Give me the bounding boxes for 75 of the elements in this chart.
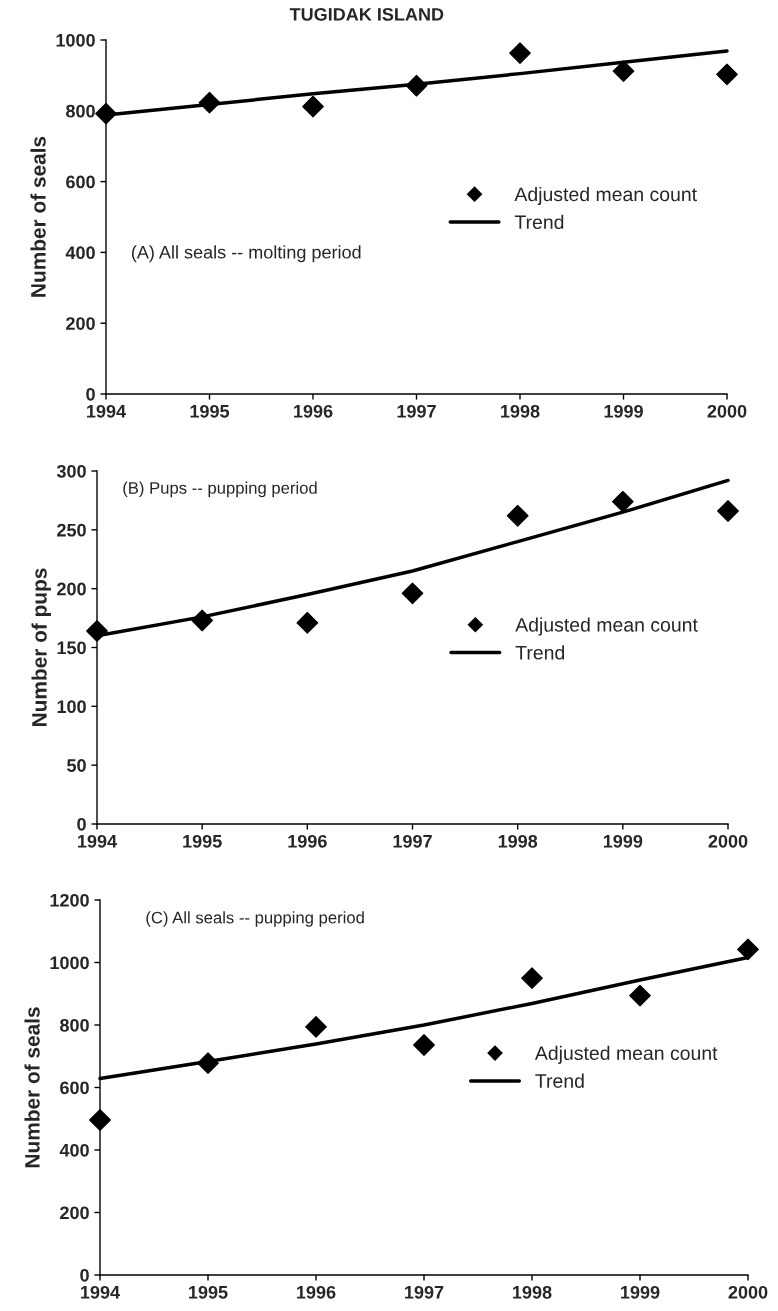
y-tick-label: 800 xyxy=(66,104,95,118)
legend-label: Adjusted mean count xyxy=(534,1045,718,1064)
point xyxy=(405,74,428,97)
x-tick-label: 1996 xyxy=(288,834,327,848)
y-tick-label: 1000 xyxy=(56,33,95,47)
y-tick-label: 1200 xyxy=(50,893,89,907)
chart-title: TUGIDAK ISLAND xyxy=(289,7,444,21)
x-tick-label: 1996 xyxy=(297,1285,336,1299)
annotation: (A) All seals -- molting period xyxy=(131,245,361,263)
x-tick-label: 2000 xyxy=(708,834,748,848)
x-tick-label: 1995 xyxy=(189,1285,228,1299)
point xyxy=(611,490,634,513)
legend-label: Trend xyxy=(535,1073,584,1088)
x-tick-label: 1998 xyxy=(513,1285,552,1299)
point xyxy=(95,102,117,125)
legend-label: Adjusted mean count xyxy=(515,617,698,636)
y-tick-label: 0 xyxy=(77,817,86,831)
y-tick-label: 0 xyxy=(86,387,95,401)
y-tick-label: 600 xyxy=(66,175,95,189)
x-tick-label: 1994 xyxy=(87,404,126,418)
y-tick-label: 400 xyxy=(65,246,95,260)
point xyxy=(717,500,739,522)
point xyxy=(612,60,635,83)
y-axis-title: Number of seals xyxy=(30,136,46,297)
y-tick-label: 150 xyxy=(57,641,86,655)
point xyxy=(716,63,738,86)
point xyxy=(296,611,319,634)
legend-label: Trend xyxy=(515,645,565,660)
point xyxy=(89,1109,111,1131)
y-tick-label: 1000 xyxy=(50,956,89,970)
x-tick-label: 1997 xyxy=(405,1285,444,1299)
x-tick-label: 1999 xyxy=(604,404,643,418)
point xyxy=(509,42,531,64)
x-tick-label: 1998 xyxy=(501,404,540,418)
y-tick-label: 100 xyxy=(57,700,86,714)
annotation: (B) Pups -- pupping period xyxy=(123,481,317,498)
legend-label: Adjusted mean count xyxy=(514,186,697,206)
legend-label: Trend xyxy=(514,214,564,230)
x-tick-label: 1996 xyxy=(294,404,333,418)
y-tick-label: 200 xyxy=(60,1206,89,1220)
y-tick-label: 200 xyxy=(66,317,95,330)
x-tick-label: 1999 xyxy=(621,1285,660,1299)
y-axis-title: Number of seals xyxy=(24,1007,40,1168)
x-tick-label: 1998 xyxy=(498,834,538,848)
point xyxy=(413,1034,435,1056)
point xyxy=(506,504,529,527)
point xyxy=(198,91,221,114)
x-tick-label: 1995 xyxy=(190,404,230,418)
point xyxy=(302,95,324,118)
y-tick-label: 200 xyxy=(57,582,86,596)
y-tick-label: 50 xyxy=(67,759,86,772)
x-tick-label: 1995 xyxy=(183,834,222,848)
annotation: (C) All seals -- pupping period xyxy=(146,911,364,927)
point xyxy=(521,967,543,990)
point xyxy=(191,609,214,632)
y-tick-label: 250 xyxy=(57,523,86,537)
point xyxy=(197,1052,219,1075)
x-tick-label: 2000 xyxy=(728,1285,768,1299)
y-tick-label: 300 xyxy=(56,464,86,478)
x-tick-label: 1994 xyxy=(81,1285,120,1299)
y-tick-label: 600 xyxy=(60,1081,89,1095)
point xyxy=(401,582,424,605)
x-tick-label: 1997 xyxy=(393,834,432,848)
point xyxy=(305,1015,327,1038)
point xyxy=(629,984,651,1007)
point xyxy=(737,938,759,961)
y-axis-title: Number of pups xyxy=(31,568,51,726)
y-tick-label: 800 xyxy=(60,1018,89,1032)
x-tick-label: 1999 xyxy=(603,834,643,848)
x-tick-label: 1997 xyxy=(397,404,436,418)
x-tick-label: 1994 xyxy=(78,834,117,848)
x-tick-label: 2000 xyxy=(707,404,747,418)
y-tick-label: 0 xyxy=(80,1268,89,1282)
y-tick-label: 400 xyxy=(59,1143,89,1157)
point xyxy=(86,620,108,642)
